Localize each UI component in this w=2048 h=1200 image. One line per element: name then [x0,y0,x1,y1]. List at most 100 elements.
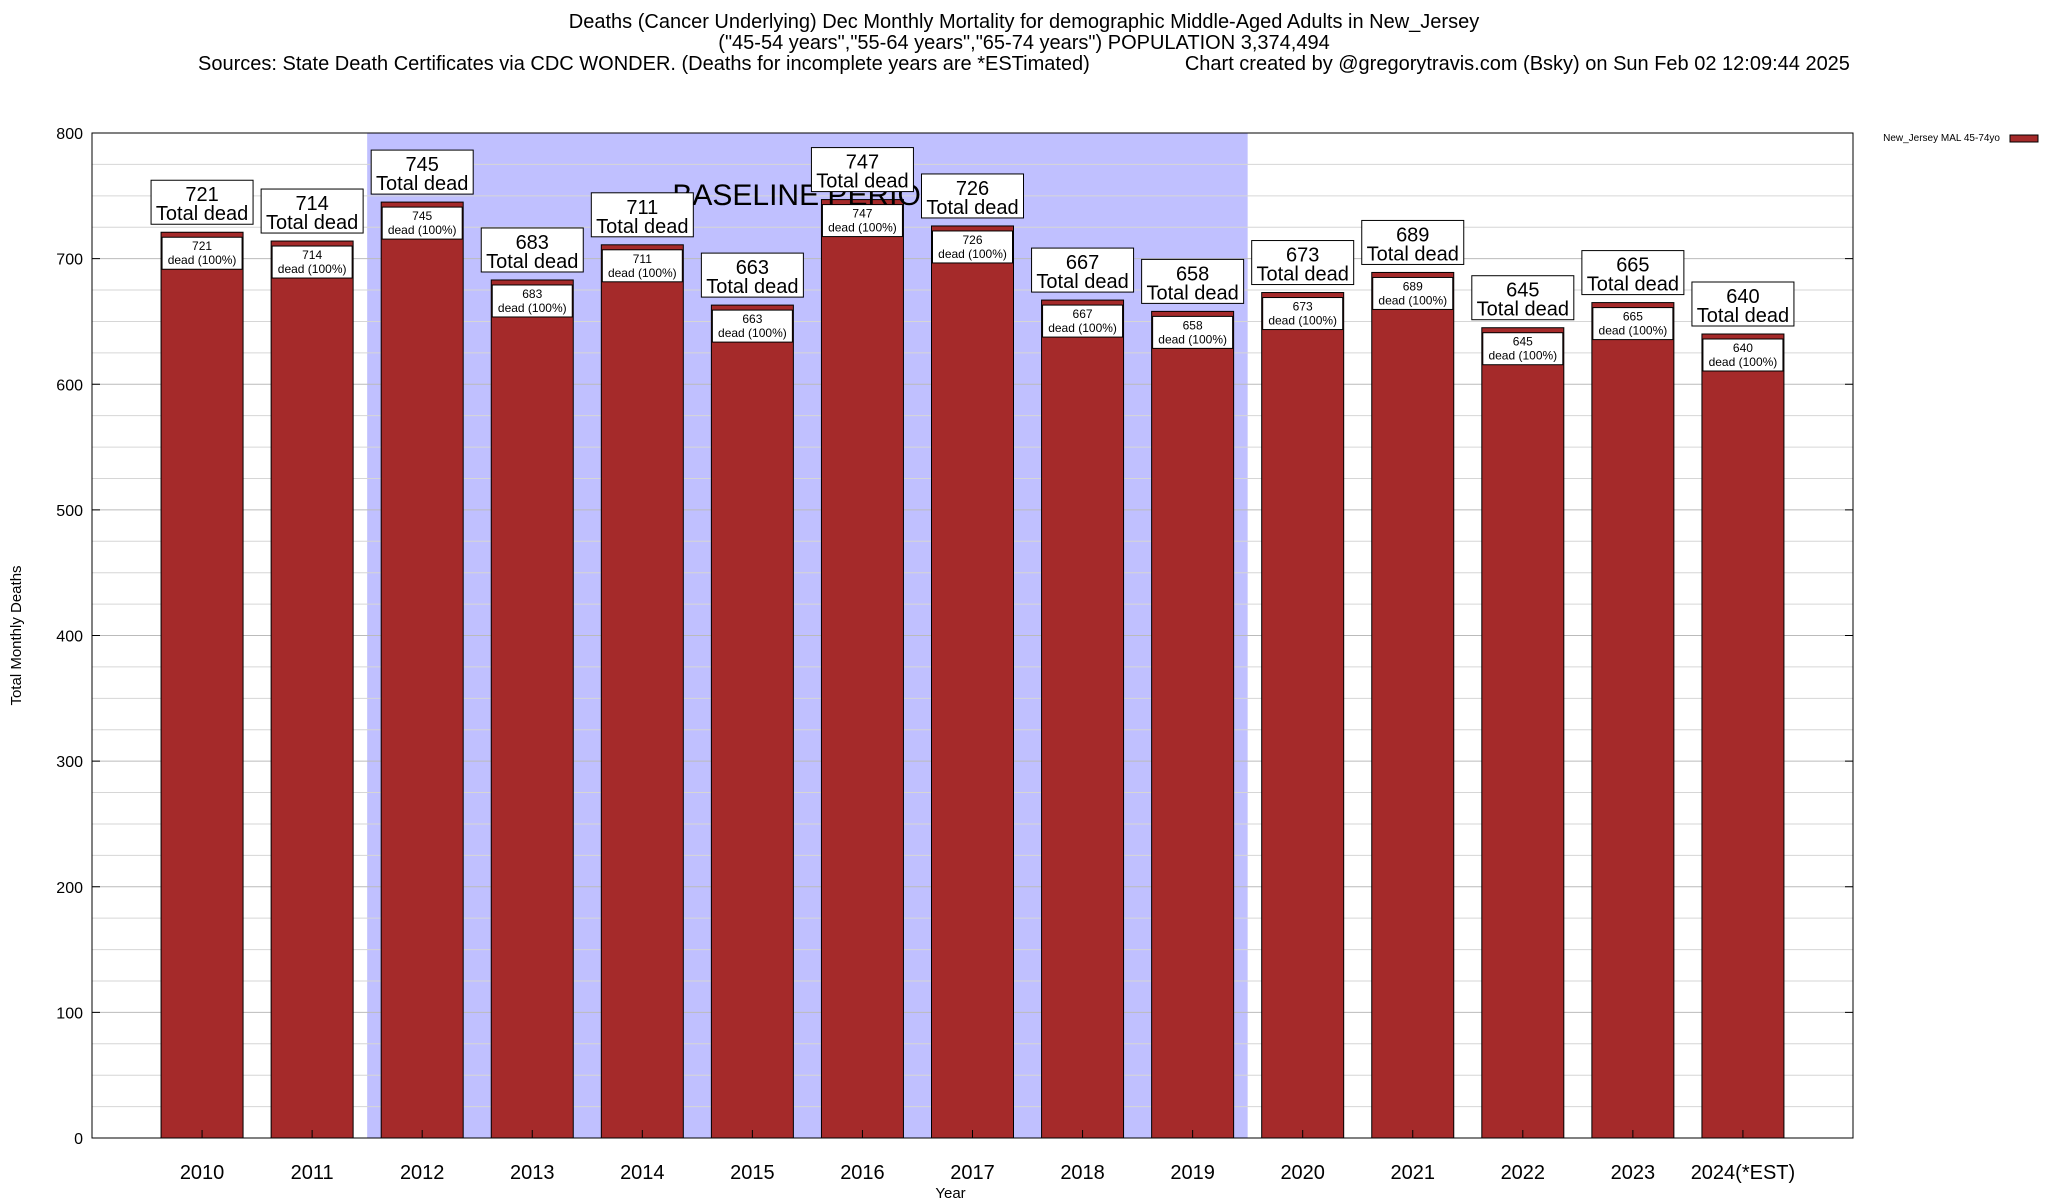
inner-value-label: 663 [742,312,762,326]
bar-2017 [931,225,1014,1139]
inner-dead-label: dead (100%) [608,266,677,280]
inner-value-label: 683 [522,287,542,301]
x-tick-label: 2023 [1611,1162,1656,1184]
y-tick-label: 800 [56,126,83,143]
bar-2023 [1591,302,1675,1139]
total-value-label: 745 [406,154,439,176]
inner-label-box [932,230,1013,264]
total-dead-label: Total dead [1697,305,1789,327]
inner-value-label: 658 [1183,318,1203,332]
total-dead-label: Total dead [1036,271,1128,293]
inner-value-label: 711 [633,252,652,266]
total-dead-label: Total dead [1367,243,1459,265]
bar-2019 [1151,310,1235,1139]
total-value-label: 714 [295,193,328,215]
bar-2010 [160,231,244,1139]
bar-2013 [490,279,574,1139]
axes: 0 100 200 300 400 500 600 700 800 2010 2011 2012 201… [8,126,1854,1200]
total-value-label: 663 [736,257,769,279]
bar-2014 [600,244,684,1139]
x-axis-label: Year [935,1185,965,1200]
inner-label-box [821,204,903,238]
total-dead-label: Total dead [486,251,578,273]
y-tick-label: 200 [56,880,83,897]
inner-label-box [1372,276,1454,310]
inner-value-label: 745 [412,209,432,223]
total-label-box [1691,281,1795,327]
total-dead-label: Total dead [1257,264,1349,286]
total-value-label: 665 [1616,255,1649,277]
inner-label-box [601,249,683,283]
total-value-label: 640 [1726,286,1759,308]
chart-title: Deaths (Cancer Underlying) Dec Monthly M… [568,11,1480,33]
inner-value-label: 721 [192,239,212,253]
bar-2024(*EST) [1701,333,1785,1139]
inner-value-label: 689 [1403,279,1423,293]
bar-2016 [820,199,904,1139]
bar-2018 [1041,299,1125,1139]
inner-dead-label: dead (100%) [938,247,1007,261]
inner-dead-label: dead (100%) [1048,321,1117,335]
inner-dead-label: dead (100%) [498,301,567,315]
total-dead-label: Total dead [1146,282,1238,304]
total-label-box [1141,258,1245,304]
x-tick-label: 2020 [1280,1162,1325,1184]
x-tick-label: 2012 [400,1162,445,1184]
total-value-label: 667 [1066,252,1099,274]
chart-subtitle: ("45-54 years","55-64 years","65-74 year… [718,32,1330,54]
inner-label-box [1592,307,1674,341]
inner-label-box [381,206,463,240]
total-label-box [921,173,1024,219]
total-label-box [150,179,254,225]
total-value-label: 645 [1506,280,1539,302]
x-tick-label: 2022 [1501,1162,1546,1184]
inner-label-box [1702,338,1784,372]
inner-label-box [271,245,353,279]
y-tick-label: 500 [56,503,83,520]
inner-label-box [161,236,243,270]
inner-label-box [1042,304,1124,338]
x-tick-label: 2018 [1060,1162,1105,1184]
total-dead-label: Total dead [266,212,358,234]
total-label-box [1471,275,1575,321]
inner-value-label: 640 [1733,341,1753,355]
total-label-box [260,188,364,234]
total-value-label: 721 [185,184,218,206]
x-tick-label: 2017 [950,1162,995,1184]
bar-2022 [1481,327,1565,1139]
total-value-label: 689 [1396,224,1429,246]
chart-sources-line: Sources: State Death Certificates via CD… [0,54,2048,75]
total-value-label: 747 [846,152,879,174]
y-tick-label: 700 [56,252,83,269]
x-tick-label: 2015 [730,1162,775,1184]
inner-value-label: 673 [1293,300,1313,314]
total-label-box [590,192,694,238]
x-tick-label: 2013 [510,1162,555,1184]
total-value-label: 658 [1176,263,1209,285]
total-value-label: 673 [1286,245,1319,267]
total-dead-label: Total dead [816,171,908,193]
total-value-label: 726 [956,178,989,200]
inner-label-box [711,309,793,343]
total-label-box [810,147,914,193]
inner-dead-label: dead (100%) [388,223,457,237]
inner-value-label: 714 [302,248,322,262]
inner-label-box [1482,332,1564,366]
x-tick-label: 2021 [1391,1162,1436,1184]
chart-title-block: Deaths (Cancer Underlying) Dec Monthly M… [0,12,2048,75]
inner-dead-label: dead (100%) [828,221,897,235]
total-label-box [1581,250,1685,296]
inner-dead-label: dead (100%) [1378,293,1447,307]
y-tick-label: 400 [56,629,83,646]
inner-label-box [1152,315,1234,349]
inner-dead-label: dead (100%) [718,326,787,340]
total-label-box [1031,247,1135,293]
legend-swatch [2009,134,2039,143]
inner-value-label: 667 [1073,307,1093,321]
total-dead-label: Total dead [706,276,798,298]
x-tick-label: 2014 [620,1162,665,1184]
inner-value-label: 665 [1623,310,1643,324]
x-tick-label: 2010 [180,1162,225,1184]
